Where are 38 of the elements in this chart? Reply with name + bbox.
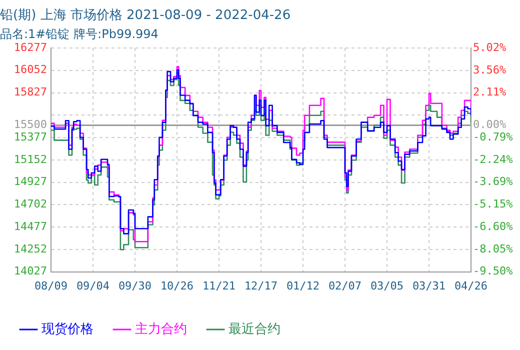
legend-label: 主力合约 [135, 320, 187, 337]
chart-title: 铅(期) 上海 市场价格 2021-08-09 - 2022-04-26 [0, 8, 291, 24]
y-tick-label: 14252 [14, 242, 47, 256]
y2-tick-label: 5.02% [473, 40, 506, 54]
y-tick-label: 15152 [14, 152, 47, 166]
x-tick-label: 09/04 [76, 279, 110, 292]
legend-label: 现货价格 [42, 322, 94, 337]
x-tick-label: 08/09 [34, 279, 68, 292]
legend-label: 最近合约 [228, 322, 280, 337]
y2-tick-label: -5.15% [473, 198, 514, 211]
x-tick-label: 01/12 [286, 279, 320, 292]
y2-tick-label: -3.69% [473, 175, 514, 188]
y2-tick-label: 3.56% [473, 63, 506, 76]
x-tick-label: 12/17 [244, 279, 278, 292]
chart-subtitle: 品名:1#铅锭 牌号:Pb99.994 [0, 26, 158, 41]
y2-tick-label: 2.11% [473, 86, 506, 99]
y-tick-label: 15827 [14, 86, 47, 99]
y2-tick-label: -9.50% [473, 264, 514, 278]
x-tick-label: 09/30 [118, 279, 152, 292]
y2-tick-label: -2.24% [473, 152, 514, 166]
x-tick-label: 03/05 [370, 279, 404, 292]
x-tick-label: 11/21 [202, 279, 236, 292]
x-tick-label: 10/26 [160, 279, 194, 292]
y-tick-label: 14702 [14, 198, 47, 211]
y-tick-label: 16277 [14, 40, 47, 54]
y2-tick-label: -6.60% [473, 220, 514, 233]
y2-tick-label: -0.79% [473, 130, 514, 144]
x-tick-label: 04/26 [454, 279, 488, 292]
y-tick-label: 14477 [14, 220, 47, 233]
y-tick-label: 14927 [14, 175, 47, 188]
y-tick-label: 16052 [14, 63, 47, 76]
x-tick-label: 02/07 [328, 279, 362, 292]
y-tick-label: 15377 [14, 130, 47, 144]
y2-tick-label: 0.00% [473, 118, 506, 132]
y-tick-label: 14027 [14, 264, 47, 278]
y-tick-label: 15500 [14, 118, 47, 132]
x-tick-label: 03/31 [412, 279, 446, 292]
y2-tick-label: -8.05% [473, 242, 514, 256]
